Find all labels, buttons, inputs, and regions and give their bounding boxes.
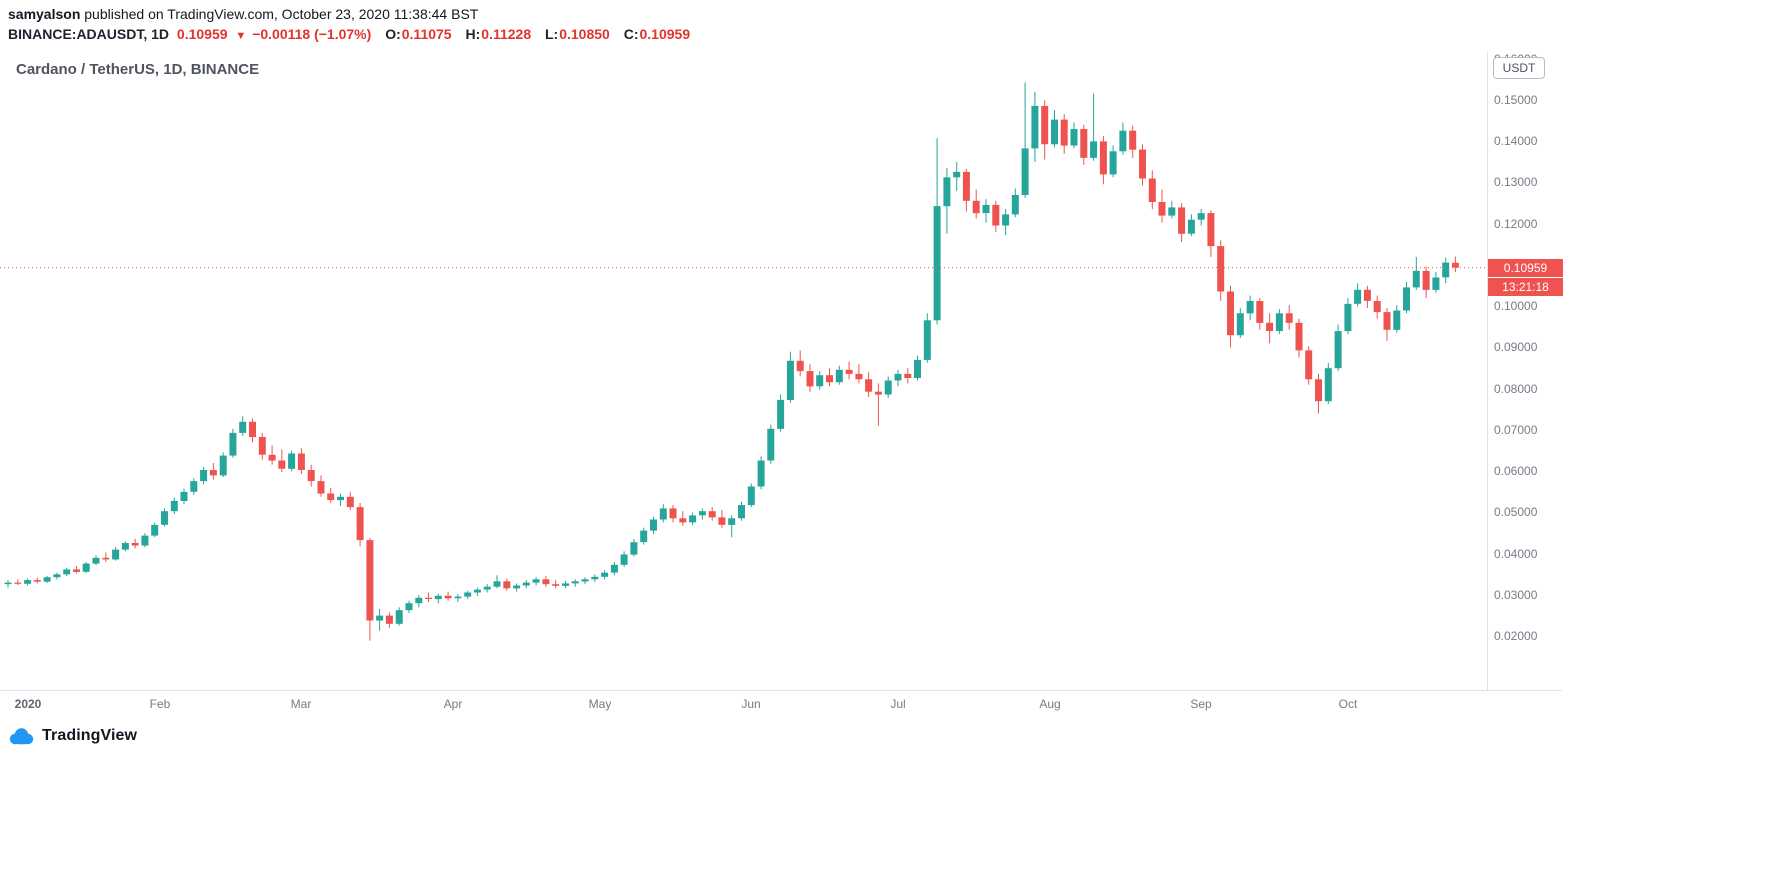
- price-axis-label: 0.15000: [1494, 93, 1538, 107]
- price-axis-label: 0.02000: [1494, 629, 1538, 643]
- time-axis[interactable]: 2020 Feb Mar Apr May Jun Jul Aug Sep Oct: [0, 0, 1562, 871]
- price-axis-label: 0.03000: [1494, 588, 1538, 602]
- down-arrow-icon: ▼: [235, 30, 247, 42]
- price-axis-label: 0.09000: [1494, 340, 1538, 354]
- tradingview-cloud-icon: [9, 728, 34, 745]
- open-value: 0.11075: [401, 26, 452, 42]
- close-group: C:0.10959: [624, 26, 690, 42]
- time-axis-label: May: [588, 697, 612, 711]
- time-axis-label: Apr: [443, 697, 463, 711]
- price-axis-label: 0.13000: [1494, 175, 1538, 189]
- tradingview-wordmark: TradingView: [42, 727, 138, 744]
- high-value: 0.11228: [481, 26, 532, 42]
- low-value: 0.10850: [559, 26, 610, 42]
- last-price-badge: 0.10959: [1488, 259, 1563, 277]
- close-label: C:: [623, 26, 639, 42]
- time-axis-label: Mar: [290, 697, 312, 711]
- chart-legend[interactable]: Cardano / TetherUS, 1D, BINANCE: [16, 61, 260, 78]
- open-label: O:: [385, 26, 401, 42]
- price-axis-label: 0.05000: [1494, 505, 1538, 519]
- time-axis-label: Feb: [149, 697, 171, 711]
- tradingview-logo[interactable]: TradingView: [8, 727, 137, 745]
- last-price-text: 0.10959: [176, 26, 228, 42]
- high-label: H:: [465, 26, 481, 42]
- open-group: O:0.11075: [385, 26, 451, 42]
- low-label: L:: [545, 26, 559, 42]
- symbol-ohlc-line: BINANCE:ADAUSDT, 1D 0.10959 ▼ −0.00118 (…: [8, 26, 694, 42]
- time-axis-label: 2020: [14, 697, 42, 711]
- candles-layer: [4, 82, 1459, 641]
- price-axis-label: 0.04000: [1494, 547, 1538, 561]
- time-axis-label: Jul: [890, 697, 906, 711]
- time-axis-label: Sep: [1190, 697, 1212, 711]
- countdown-badge: 13:21:18: [1488, 278, 1563, 296]
- author-name[interactable]: samyalson: [8, 6, 81, 22]
- time-axis-label: Aug: [1039, 697, 1061, 711]
- time-axis-label: Oct: [1338, 697, 1358, 711]
- change-text: −0.00118 (−1.07%): [252, 26, 372, 42]
- price-axis-label: 0.10000: [1494, 299, 1538, 313]
- low-group: L:0.10850: [545, 26, 610, 42]
- currency-unit-badge[interactable]: USDT: [1493, 57, 1545, 79]
- publish-line: samyalson published on TradingView.com, …: [8, 6, 478, 22]
- close-value: 0.10959: [639, 26, 691, 42]
- time-axis-label: Jun: [741, 697, 761, 711]
- publish-text: published on TradingView.com, October 23…: [80, 6, 479, 22]
- price-axis-label: 0.12000: [1494, 217, 1538, 231]
- price-axis-label: 0.07000: [1494, 423, 1538, 437]
- high-group: H:0.11228: [465, 26, 531, 42]
- symbol-name[interactable]: BINANCE:ADAUSDT, 1D: [8, 26, 170, 42]
- price-axis-label: 0.06000: [1494, 464, 1538, 478]
- price-axis-label: 0.08000: [1494, 382, 1538, 396]
- price-axis-label: 0.14000: [1494, 134, 1538, 148]
